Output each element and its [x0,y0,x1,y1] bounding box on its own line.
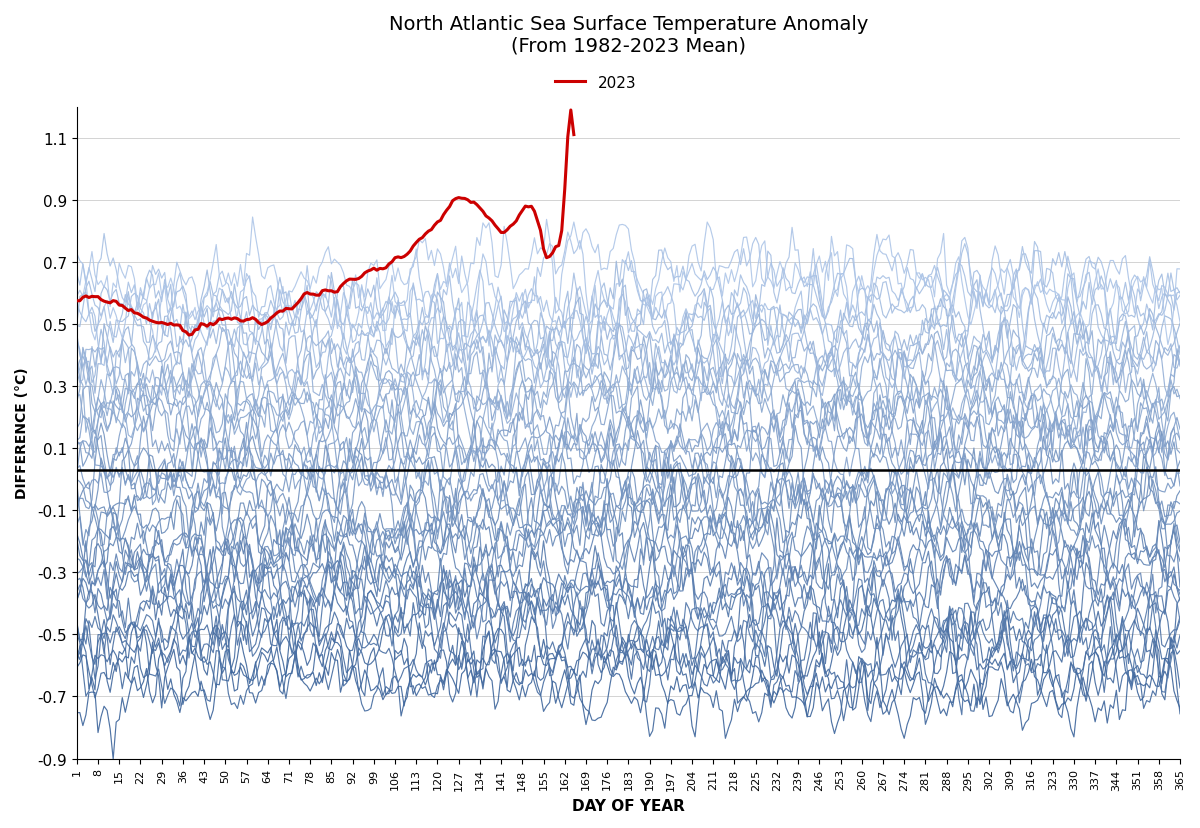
2023 [564,106,578,116]
X-axis label: DAY OF YEAR: DAY OF YEAR [572,798,685,813]
2023 [118,304,132,314]
2023 [457,195,472,205]
Line: 2023: 2023 [77,111,574,335]
2023 [254,320,269,330]
2023 [566,131,581,141]
2023 [85,292,100,302]
2023 [181,330,196,340]
2023 [127,309,142,319]
Legend: 2023: 2023 [548,70,642,97]
Y-axis label: DIFFERENCE (°C): DIFFERENCE (°C) [14,368,29,498]
2023 [409,238,424,248]
Title: North Atlantic Sea Surface Temperature Anomaly
(From 1982-2023 Mean): North Atlantic Sea Surface Temperature A… [389,15,868,56]
2023 [70,296,84,306]
